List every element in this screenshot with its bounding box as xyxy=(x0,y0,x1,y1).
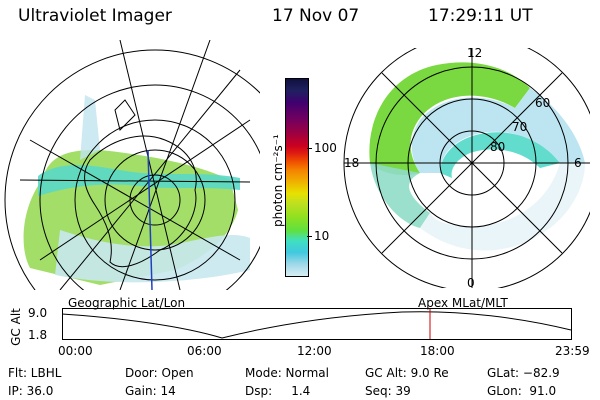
info-gc-alt: GC Alt: 9.0 Re xyxy=(365,366,449,380)
time-label: 17:29:11 UT xyxy=(428,6,533,26)
alt-ylabel: GC Alt xyxy=(9,308,23,346)
apex-polar-plot xyxy=(343,48,590,288)
altitude-plot xyxy=(62,308,572,340)
info-glat: GLat: −82.9 xyxy=(487,366,560,380)
info-gain: Gain: 14 xyxy=(125,384,176,398)
geo-panel-label: Geographic Lat/Lon xyxy=(68,296,186,310)
info-glon: GLon: 91.0 xyxy=(487,384,557,398)
geographic-map xyxy=(4,40,260,290)
colorbar-tick-10 xyxy=(307,236,312,237)
date-label: 17 Nov 07 xyxy=(272,6,360,26)
alt-xtick-6: 06:00 xyxy=(187,344,222,358)
mlt-label-0: 0 xyxy=(467,276,475,290)
instrument-title: Ultraviolet Imager xyxy=(18,6,172,26)
colorbar-tick-label-100: 100 xyxy=(314,141,337,155)
mlat-label-80: 80 xyxy=(490,140,506,154)
apex-panel-label: Apex MLat/MLT xyxy=(418,296,508,310)
alt-xtick-18: 18:00 xyxy=(420,344,455,358)
mlt-label-12: 12 xyxy=(467,46,483,60)
info-door: Door: Open xyxy=(125,366,194,380)
colorbar-label: photon cm⁻²s⁻¹ xyxy=(271,134,285,227)
alt-xtick-12: 12:00 xyxy=(297,344,332,358)
alt-xtick-0: 00:00 xyxy=(58,344,93,358)
info-dsp: Dsp: 1.4 xyxy=(245,384,311,398)
colorbar-tick-label-10: 10 xyxy=(314,229,330,243)
alt-ytick-9: 9.0 xyxy=(28,306,48,320)
mlt-label-6: 6 xyxy=(574,156,582,170)
info-mode: Mode: Normal xyxy=(245,366,329,380)
colorbar-tick-100 xyxy=(307,148,312,149)
antarctica-outline xyxy=(84,135,197,268)
info-flt: Flt: LBHL xyxy=(8,366,62,380)
meridian-line xyxy=(147,149,153,290)
info-seq: Seq: 39 xyxy=(365,384,411,398)
colorbar xyxy=(285,78,309,277)
altitude-curve xyxy=(62,311,572,339)
mlt-label-18: 18 xyxy=(344,156,360,170)
alt-ytick-1-8: 1.8 xyxy=(28,328,48,342)
info-ip: IP: 36.0 xyxy=(8,384,54,398)
mlat-label-70: 70 xyxy=(512,120,528,134)
alt-xtick-end: 23:59 xyxy=(555,344,590,358)
mlat-label-60: 60 xyxy=(535,96,551,110)
